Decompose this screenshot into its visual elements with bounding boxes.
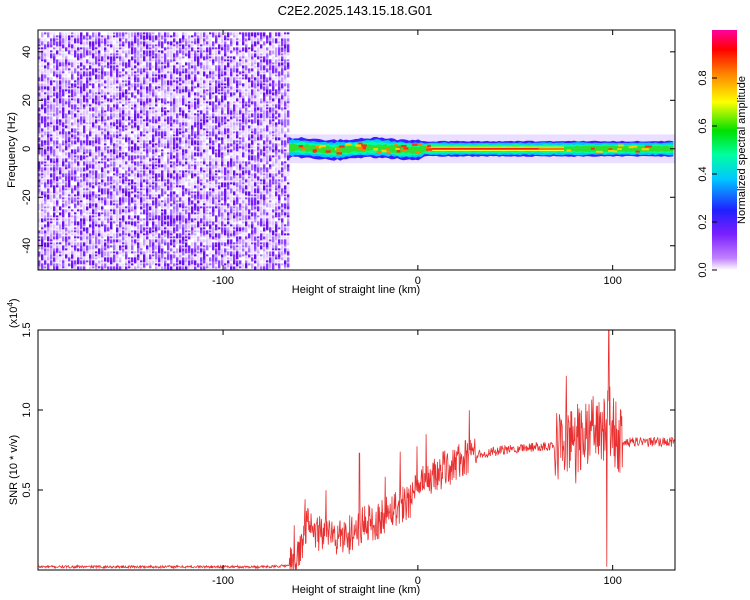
band-hotspot [336,152,342,155]
band-hotspot [358,142,363,146]
band-hotspot [360,148,366,151]
spectrogram-noise-region [38,32,290,270]
band-hotspot [361,144,367,147]
noise-cells [38,32,290,270]
band-hotspot [355,144,362,147]
band-hotspot [345,143,352,146]
colorbar-tick-label: 0.4 [697,166,709,181]
band-hotspot [631,145,638,148]
snr-x-axis-label: Height of straight line (km) [292,584,420,596]
snr-y-multiplier-exp: 4 [6,302,15,307]
band-hotspot [400,144,407,148]
x-tick-label: 100 [603,575,621,587]
band-hotspot [395,147,400,150]
band-hotspot [590,147,595,150]
x-tick-label: 0 [415,275,421,287]
band-hotspot [425,146,429,149]
snr-frame [37,329,676,571]
band-hotspot [635,150,640,153]
colorbar-tick-label: 0.0 [697,262,709,277]
band-hotspot [608,148,613,151]
colorbar-gradient [712,30,737,270]
y-tick-label: 20 [21,94,33,106]
band-hotspot [617,148,622,151]
band-hotspot [312,149,318,152]
colorbar-tick-label: 0.2 [697,214,709,229]
band-hotspot [325,150,331,153]
band-hotspot [339,145,345,148]
y-tick-label: 1.0 [21,402,33,417]
snr-y-multiplier-base: (x10 [8,307,20,328]
noise-cells [38,32,290,270]
colorbar-tick-label: 0.8 [697,70,709,85]
band-hotspot [376,151,382,154]
spectrogram-frame [37,29,676,271]
spectrogram-signal-band [289,134,675,164]
band-hotspot [298,145,304,148]
band-hotspot [314,146,319,149]
spectrogram-panel: -100 0 100 -40 -20 0 20 40 Height of straight … [6,29,676,296]
snr-y-ticks: 0.5 1.0 1.5 [21,322,675,498]
band-hotspot [628,146,634,149]
band-hotspot [596,150,603,153]
x-tick-label: 100 [603,275,621,287]
band-hotspot [427,144,431,148]
y-tick-label: -40 [21,238,33,254]
y-tick-label: 40 [21,46,33,58]
y-tick-label: -20 [21,189,33,205]
band-hotspot [418,143,423,146]
snr-x-ticks: -100 0 100 [212,330,622,587]
band-hotspot [426,148,433,151]
band-hotspot [381,149,387,153]
band-hotspot [336,148,341,151]
band-hotspot [412,143,418,146]
band-hotspot [402,149,407,152]
y-tick-label: 0 [21,146,33,152]
band-core-red [431,148,539,150]
colorbar-ticks: 0.0 0.2 0.4 0.6 0.8 [697,70,717,278]
band-hotspot [608,149,615,152]
band-hotspot [396,150,401,153]
snr-y-axis-label: SNR (10 * v/v) [8,435,20,505]
band-hotspot [415,151,421,155]
snr-panel: -100 0 100 0.5 1.0 1.5 Height of straight li… [6,298,676,596]
band-hotspot [645,145,652,148]
x-tick-label: -100 [212,275,234,287]
band-hotspot [403,147,409,150]
band-hotspot [642,148,650,151]
band-hotspot [566,149,571,152]
band-hotspot [394,143,398,146]
snr-y-multiplier: (x104) [6,298,20,328]
band-hotspot [362,146,367,150]
band-hotspot [385,148,390,151]
band-hotspot [613,150,618,153]
spectrogram-x-axis-label: Height of straight line (km) [292,284,420,296]
colorbar-label: Normalized spectral amplitude [736,76,748,224]
x-tick-label: 0 [415,575,421,587]
band-hotspot [356,147,363,150]
spectrogram-y-axis-label: Frequency (Hz) [6,112,18,188]
snr-series-line [38,330,675,570]
noise-cells [38,32,290,270]
y-tick-label: 1.5 [21,322,33,337]
band-hotspot [386,151,391,155]
colorbar: 0.0 0.2 0.4 0.6 0.8 Normalized spectral ampl… [697,30,748,278]
spectrogram-y-ticks: -40 -20 0 20 40 [21,46,675,254]
band-hotspot [320,144,326,148]
colorbar-tick-label: 0.6 [697,118,709,133]
y-tick-label: 0.5 [21,482,33,497]
band-hotspot [301,148,307,151]
band-hotspot [373,148,378,151]
band-hotspot [618,144,624,147]
figure-title: C2E2.2025.143.15.18.G01 [278,3,433,18]
snr-y-multiplier-close: ) [8,298,20,302]
spectrogram-x-ticks: -100 0 100 [212,30,622,287]
x-tick-label: -100 [212,575,234,587]
